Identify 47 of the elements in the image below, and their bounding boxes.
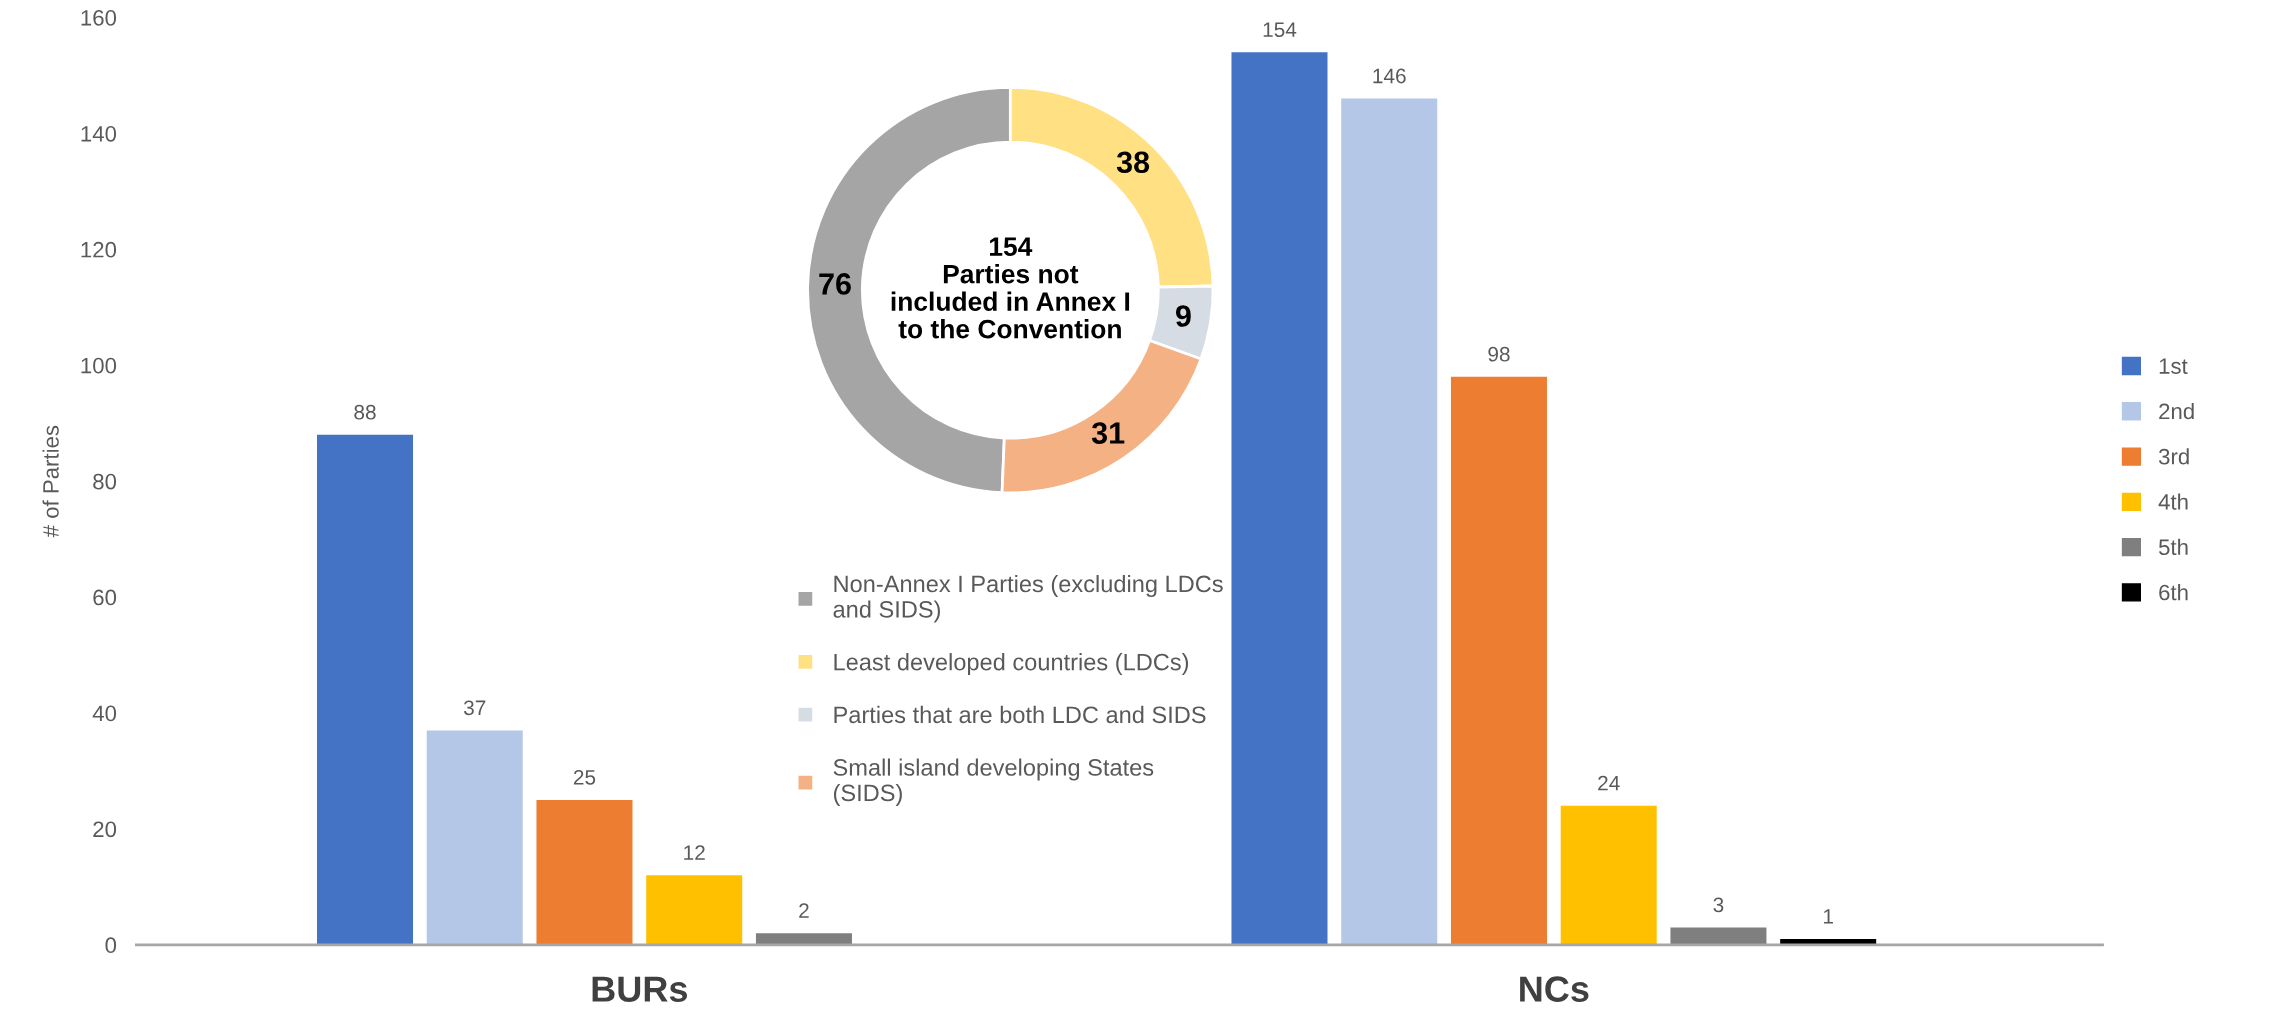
data-label: 88 <box>354 404 376 420</box>
y-tick-label: 100 <box>81 357 117 374</box>
bar <box>1450 376 1547 945</box>
bar <box>426 730 523 945</box>
data-label: 154 <box>1263 22 1297 38</box>
bar <box>316 434 414 945</box>
legend-label: Non-Annex I Parties (excluding LDCs and SIDS) <box>833 574 1223 623</box>
data-label: 3 <box>1713 897 1724 913</box>
legend-label: 5th <box>2158 538 2188 556</box>
bar <box>1670 927 1767 945</box>
bar <box>536 799 633 945</box>
data-label: 38 <box>1116 151 1150 174</box>
y-tick-label: 60 <box>93 589 117 606</box>
x-tick-label: NCs <box>1520 976 1589 1002</box>
data-label: 98 <box>1488 346 1510 362</box>
legend-label: Least developed countries (LDCs) <box>834 653 1189 676</box>
legend-label: 2nd <box>2159 402 2194 420</box>
bar <box>1560 805 1657 945</box>
y-tick-label: 140 <box>81 125 117 142</box>
data-label: 25 <box>573 769 596 785</box>
bar <box>1231 52 1328 945</box>
y-tick-label: 160 <box>81 9 117 26</box>
data-label: 76 <box>819 273 851 295</box>
y-tick-label: 40 <box>92 705 117 722</box>
y-axis-title: # of Parties <box>42 425 59 538</box>
y-tick-label: 20 <box>93 821 117 838</box>
data-label: 37 <box>463 700 486 716</box>
legend-label: 4th <box>2158 493 2188 510</box>
legend-label: 6th <box>2159 584 2188 601</box>
bar <box>646 875 743 945</box>
data-label: 31 <box>1091 422 1125 444</box>
y-tick-label: 80 <box>93 473 117 490</box>
x-tick-label: BURs <box>592 976 688 1002</box>
legend-label: 3rd <box>2158 448 2189 465</box>
legend-label: Parties that are both LDC and SIDS <box>834 705 1206 724</box>
legend-label: Small island developing States (SIDS) <box>833 758 1154 806</box>
data-label: 9 <box>1175 305 1191 327</box>
data-label: 24 <box>1598 775 1620 791</box>
data-label: 2 <box>799 903 809 918</box>
data-label: 146 <box>1373 68 1406 84</box>
data-label: 12 <box>684 845 705 860</box>
legend-label: 1st <box>2159 358 2188 374</box>
y-tick-label: 0 <box>105 937 117 954</box>
annotation: 154 Parties not included in Annex I to the Convention <box>891 237 1130 339</box>
data-label: 1 <box>1823 909 1833 924</box>
y-tick-label: 120 <box>81 241 117 258</box>
bar <box>1341 98 1438 945</box>
